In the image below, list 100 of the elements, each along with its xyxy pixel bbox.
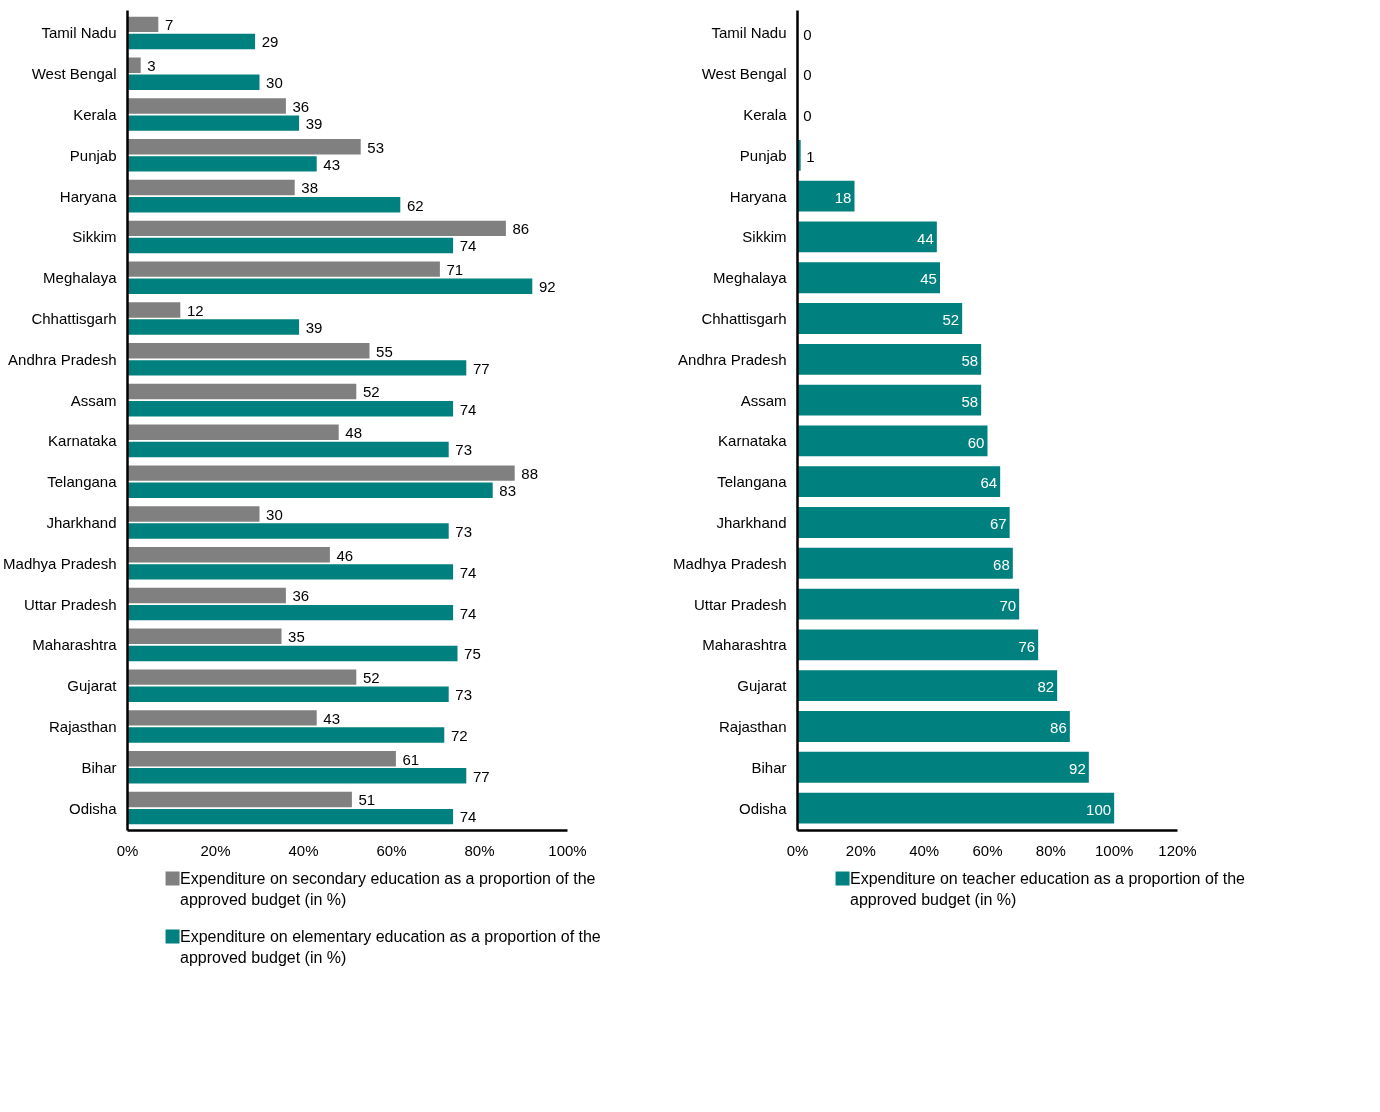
data-label: 44	[917, 229, 934, 247]
y-tick-label: Andhra Pradesh	[8, 350, 117, 368]
data-label: 51	[358, 791, 376, 809]
data-label: 43	[323, 155, 340, 173]
y-tick-label: Odisha	[68, 799, 118, 817]
y-tick-label: Meghalaya	[713, 269, 788, 287]
y-tick-label: Kerala	[743, 106, 788, 124]
data-label: 88	[521, 464, 538, 482]
data-label: 7	[164, 16, 174, 34]
data-label: 83	[499, 482, 516, 500]
x-tick-label: 80%	[464, 841, 495, 859]
data-label: 64	[980, 474, 998, 492]
y-tick-label: Gujarat	[737, 677, 788, 695]
data-label: 36	[292, 97, 310, 115]
y-tick-label: Maharashtra	[32, 636, 118, 654]
y-tick-label: West Bengal	[31, 65, 117, 83]
y-tick-label: Uttar Pradesh	[23, 595, 117, 613]
data-label: 58	[961, 392, 979, 410]
data-label: 86	[1050, 719, 1067, 737]
data-label: 3	[147, 57, 156, 75]
data-label: 68	[993, 556, 1010, 573]
y-tick-label: Tamil Nadu	[41, 24, 117, 42]
x-tick-label: 40%	[909, 841, 940, 859]
y-tick-label: Assam	[70, 391, 117, 409]
data-label: 72	[450, 726, 468, 744]
data-label: 30	[266, 74, 283, 92]
data-label: 0	[803, 66, 812, 84]
data-label: 52	[942, 311, 960, 329]
y-tick-label: Madhya Pradesh	[3, 554, 117, 572]
data-label: 12	[186, 301, 204, 319]
data-label: 73	[455, 686, 472, 704]
data-label: 92	[1069, 759, 1086, 777]
data-label: 58	[961, 352, 979, 370]
x-tick-label: 20%	[200, 841, 231, 859]
data-label: 74	[459, 400, 477, 418]
data-label: 70	[999, 596, 1017, 614]
x-tick-label: 0%	[786, 841, 809, 859]
legend-label: Expenditure on teacher education as a proportion of the approved budget (in %)	[850, 869, 1246, 908]
data-label: 100	[1086, 800, 1112, 818]
data-label: 38	[301, 179, 318, 197]
y-tick-label: Bihar	[81, 758, 117, 776]
data-label: 67	[989, 515, 1007, 533]
data-label: 73	[455, 441, 472, 459]
data-label: 73	[455, 522, 472, 540]
data-label: 30	[266, 505, 283, 523]
y-tick-label: Punjab	[739, 146, 787, 164]
data-label: 29	[261, 33, 279, 51]
data-label: 52	[362, 668, 380, 686]
data-label: 61	[402, 750, 420, 768]
data-label: 45	[920, 270, 937, 288]
y-tick-label: Haryana	[729, 187, 788, 205]
data-label: 0	[803, 25, 812, 43]
data-label: 36	[292, 587, 310, 605]
y-tick-label: Rajasthan	[48, 717, 117, 735]
data-label: 74	[459, 604, 477, 622]
data-label: 46	[336, 546, 354, 564]
x-tick-label: 60%	[972, 841, 1003, 859]
data-label: 74	[459, 808, 477, 826]
data-label: 53	[367, 138, 384, 156]
y-tick-label: Tamil Nadu	[711, 24, 787, 42]
y-tick-label: Madhya Pradesh	[673, 554, 787, 572]
data-label: 62	[406, 196, 424, 214]
x-tick-label: 80%	[1035, 841, 1066, 859]
data-label: 0	[803, 107, 812, 125]
y-tick-label: Punjab	[69, 146, 117, 164]
data-label: 71	[446, 261, 464, 278]
data-label: 39	[305, 318, 323, 336]
y-tick-label: Andhra Pradesh	[678, 350, 787, 368]
y-tick-label: West Bengal	[701, 65, 787, 83]
data-label: 82	[1037, 678, 1055, 696]
data-label: 77	[472, 359, 490, 377]
x-tick-label: 120%	[1158, 841, 1197, 859]
data-label: 92	[538, 278, 556, 296]
x-tick-label: 100%	[1094, 841, 1134, 859]
data-label: 76	[1018, 637, 1036, 655]
data-label: 74	[459, 237, 477, 255]
data-label: 74	[459, 563, 477, 581]
data-label: 60	[967, 433, 985, 451]
y-tick-label: Bihar	[751, 758, 787, 776]
data-label: 48	[345, 424, 362, 442]
y-tick-label: Rajasthan	[718, 717, 787, 735]
data-label: 52	[362, 383, 380, 401]
data-label: 35	[288, 628, 305, 646]
y-tick-label: Assam	[740, 391, 787, 409]
x-tick-label: 60%	[376, 841, 407, 859]
y-tick-label: Maharashtra	[702, 636, 788, 654]
y-tick-label: Chhattisgarh	[31, 310, 117, 328]
data-label: 43	[323, 709, 340, 727]
y-tick-label: Jharkhand	[46, 513, 117, 531]
data-label: 39	[305, 114, 323, 132]
y-tick-label: Telangana	[717, 473, 788, 491]
y-tick-label: Uttar Pradesh	[693, 595, 787, 613]
data-label: 1	[806, 148, 815, 166]
y-tick-label: Gujarat	[67, 677, 118, 695]
legend-label: Expenditure on secondary education as a proportion of the approved budget (in %)	[180, 869, 596, 908]
x-tick-label: 40%	[288, 841, 319, 859]
y-tick-label: Sikkim	[742, 228, 787, 246]
x-tick-label: 100%	[548, 841, 587, 859]
y-tick-label: Meghalaya	[43, 269, 118, 287]
y-tick-label: Sikkim	[72, 228, 117, 246]
